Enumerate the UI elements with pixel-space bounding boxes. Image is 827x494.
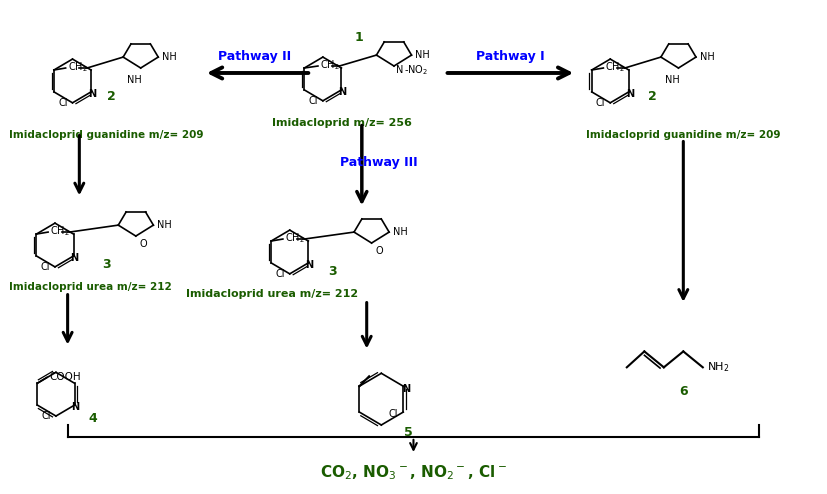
Text: Cl: Cl bbox=[41, 262, 50, 272]
Text: 4: 4 bbox=[88, 412, 98, 424]
Text: CO$_2$, NO$_3$$^-$, NO$_2$$^-$, Cl$^-$: CO$_2$, NO$_3$$^-$, NO$_2$$^-$, Cl$^-$ bbox=[320, 463, 507, 482]
Text: N: N bbox=[626, 89, 633, 99]
Text: Pathway I: Pathway I bbox=[476, 49, 544, 63]
Text: 1: 1 bbox=[355, 31, 363, 43]
Text: N: N bbox=[71, 402, 79, 412]
Text: Pathway III: Pathway III bbox=[341, 156, 418, 169]
Text: NH$_2$: NH$_2$ bbox=[707, 361, 729, 374]
Text: Cl: Cl bbox=[595, 98, 605, 108]
Text: 6: 6 bbox=[679, 385, 687, 398]
Text: Pathway II: Pathway II bbox=[218, 49, 291, 63]
Text: CH$_2$: CH$_2$ bbox=[320, 58, 340, 72]
Text: N: N bbox=[396, 65, 404, 75]
Text: N: N bbox=[338, 87, 347, 97]
Text: Imidacloprid urea m/z= 212: Imidacloprid urea m/z= 212 bbox=[186, 288, 358, 299]
Text: N: N bbox=[305, 260, 313, 270]
Text: CH$_2$: CH$_2$ bbox=[284, 231, 304, 245]
Text: CH$_2$: CH$_2$ bbox=[68, 60, 88, 74]
Text: O: O bbox=[375, 246, 383, 256]
Text: Cl: Cl bbox=[389, 409, 399, 419]
Text: Imidacloprid guanidine m/z= 209: Imidacloprid guanidine m/z= 209 bbox=[9, 129, 203, 140]
Text: NH: NH bbox=[127, 75, 142, 85]
Text: Cl: Cl bbox=[58, 98, 68, 108]
Text: 2: 2 bbox=[648, 90, 657, 103]
Text: CH$_2$: CH$_2$ bbox=[605, 60, 625, 74]
Text: Imidacloprid guanidine m/z= 209: Imidacloprid guanidine m/z= 209 bbox=[586, 129, 781, 140]
Text: 3: 3 bbox=[328, 265, 337, 278]
Text: 5: 5 bbox=[404, 426, 413, 440]
Text: O: O bbox=[140, 239, 147, 249]
Text: Cl: Cl bbox=[275, 269, 284, 279]
Text: 2: 2 bbox=[107, 90, 116, 103]
Text: Imidacloprid m/z= 256: Imidacloprid m/z= 256 bbox=[272, 118, 413, 128]
Text: NH: NH bbox=[665, 75, 680, 85]
Text: Imidacloprid urea m/z= 212: Imidacloprid urea m/z= 212 bbox=[9, 282, 172, 292]
Text: NH: NH bbox=[415, 50, 430, 60]
Text: NH: NH bbox=[157, 220, 172, 230]
Text: Cl: Cl bbox=[308, 96, 318, 106]
Text: Cl: Cl bbox=[41, 411, 51, 421]
Text: NH: NH bbox=[162, 52, 177, 62]
Text: NH: NH bbox=[393, 227, 408, 237]
Text: COOH: COOH bbox=[49, 372, 81, 382]
Text: N: N bbox=[402, 384, 410, 394]
Text: N: N bbox=[70, 253, 79, 263]
Text: CH$_2$: CH$_2$ bbox=[50, 224, 69, 238]
Text: 3: 3 bbox=[103, 258, 111, 271]
Text: -NO$_2$: -NO$_2$ bbox=[404, 63, 428, 77]
Text: NH: NH bbox=[700, 52, 715, 62]
Text: N: N bbox=[88, 89, 96, 99]
